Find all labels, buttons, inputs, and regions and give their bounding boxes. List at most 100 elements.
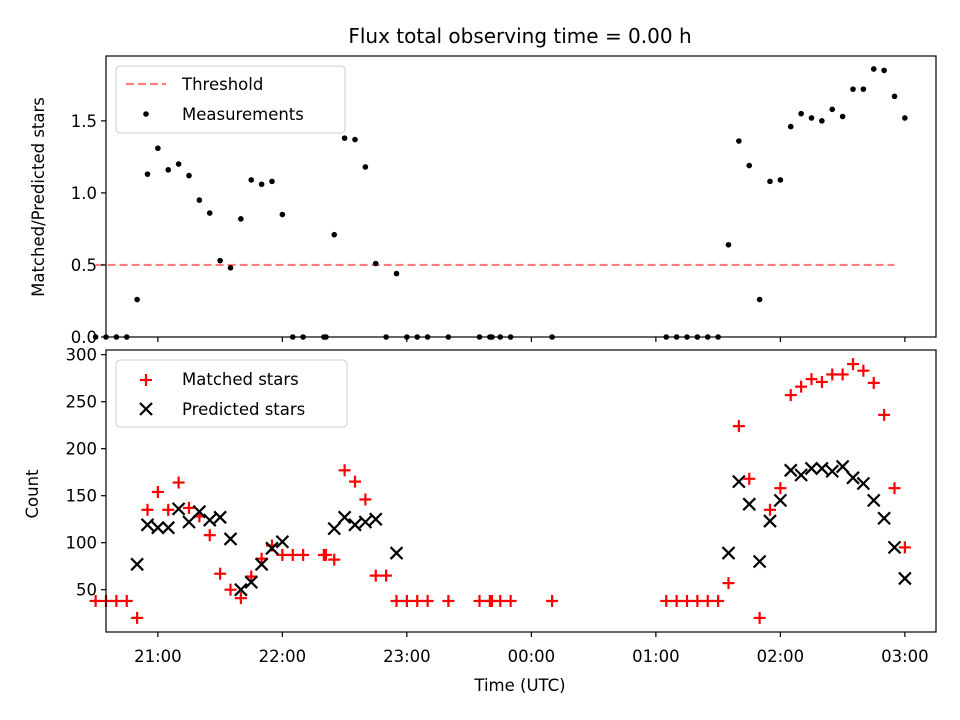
measurement-point [372,260,379,267]
bottom-y-axis-label: Count [23,469,42,519]
matched-point [203,529,216,542]
measurement-point [891,93,898,100]
predicted-point [877,511,891,526]
measurement-point [839,113,846,120]
matched-point [411,594,424,607]
predicted-point [773,493,788,508]
matched-point [670,594,683,607]
predicted-point [140,518,155,532]
matched-point [297,548,310,561]
matched-point [857,364,870,377]
measurement-point [175,161,182,167]
matched-point [732,420,745,433]
measurement-point [808,115,815,121]
measurement-point [165,167,172,173]
top-y-tick-label: 1.0 [71,184,97,203]
predicted-point [358,515,373,529]
top-y-tick-label: 0.5 [71,256,97,275]
matched-point [743,472,756,485]
predicted-point [234,582,248,597]
measurement-point [736,138,742,144]
measurement-point [331,231,338,238]
bottom-x-axis-label: Time (UTC) [473,676,565,695]
matched-point [836,368,849,381]
top-x-ticks [157,337,906,342]
top-y-axis-label: Matched/Predicted stars [29,97,48,297]
predicted-point [265,541,279,556]
measurement-point [258,181,265,188]
matched-point [504,594,517,607]
matched-point [712,594,725,607]
matched-point [878,408,891,421]
predicted-point [223,532,238,546]
measurement-point [756,296,763,303]
predicted-point [213,510,227,525]
bottom-x-tick-label: 03:00 [881,647,929,666]
bottom-legend: Matched stars Predicted stars [115,359,348,428]
matched-point [286,548,299,561]
predicted-point [752,554,767,569]
bottom-y-axis: 50 100 150 200 250 300 [66,346,106,600]
top-panel: 0.0 0.5 1.0 1.5 Matched/Predicted stars Thr… [29,55,937,347]
bottom-x-axis: 21:00 22:00 23:00 00:00 01:00 02:00 03:00 [134,632,929,666]
measurement-point [850,86,856,92]
measurement-point [798,110,804,117]
matched-point [764,503,776,516]
matched-point [421,594,434,607]
bottom-x-tick-label: 21:00 [134,647,182,666]
predicted-point [275,534,290,549]
matched-point [826,368,839,381]
matched-legend-label: Matched stars [182,370,299,389]
predicted-point [898,571,912,586]
matched-point [120,594,133,607]
predicted-point [835,459,850,474]
measurement-point [92,334,99,340]
matched-point [815,375,828,388]
matched-point [359,493,372,506]
predicted-point [825,464,840,479]
predicted-point [783,463,798,478]
predicted-point [846,471,860,485]
matched-point [162,503,175,516]
matched-point [131,611,144,624]
measurement-point [279,211,286,218]
matched-point [898,541,911,554]
matched-point [722,577,735,590]
measurement-point [217,257,223,264]
matched-point [847,358,859,371]
measurement-point [352,136,358,143]
top-y-axis: 0.0 0.5 1.0 1.5 [71,112,106,347]
matched-point [110,594,123,607]
bottom-y-tick-label: 250 [66,393,98,412]
predicted-point [794,468,808,482]
bottom-x-tick-label: 22:00 [259,647,307,666]
bottom-y-tick-label: 150 [66,487,98,506]
measurement-point [206,210,213,216]
matched-point [494,594,507,607]
measurement-point [186,172,192,179]
measurement-point [155,145,161,152]
measurement-point [248,177,255,183]
measurement-point [341,135,348,141]
measurement-point [746,162,753,169]
matched-point [319,548,332,561]
matched-point [774,482,787,495]
predicted-legend-label: Predicted stars [182,400,305,419]
measurement-point [393,270,400,277]
predicted-point [202,513,217,527]
bottom-y-tick-label: 300 [66,346,98,365]
measurement-point [196,197,203,203]
matched-point [151,485,164,498]
predicted-point [151,520,165,535]
top-legend: Threshold Measurements [115,65,346,134]
measurement-point [881,67,887,74]
predicted-point [327,521,342,536]
top-legend-box [115,65,346,134]
matched-point [701,594,714,607]
predicted-point [721,546,736,560]
threshold-legend-label: Threshold [181,75,263,94]
matched-point [328,553,341,566]
bottom-axes-frame [105,349,937,633]
matched-point [784,389,797,402]
predicted-point [389,546,404,560]
